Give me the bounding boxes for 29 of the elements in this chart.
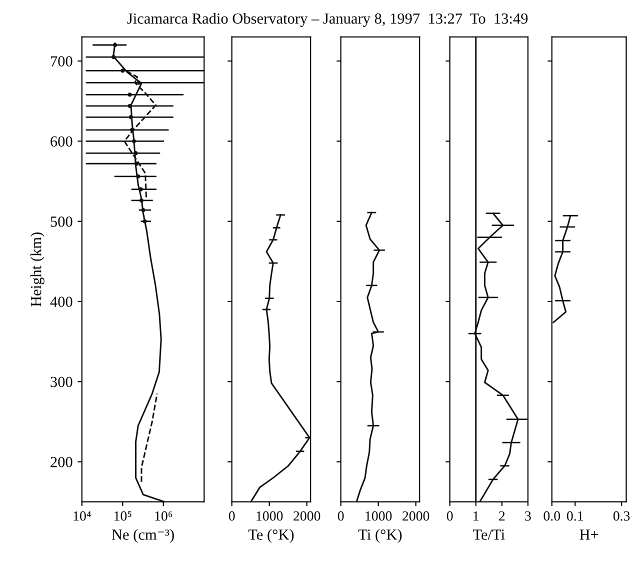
x-tick-label: 0.1 — [566, 511, 583, 521]
x-tick-label: 10⁵ — [114, 511, 132, 521]
y-axis-title: Height (km) — [30, 232, 44, 307]
x-tick-label: 2000 — [402, 511, 430, 521]
x-axis-title: Ti (°K) — [358, 529, 402, 543]
x-axis-title: Te/Ti — [472, 530, 505, 540]
x-tick-label: 10⁴ — [74, 511, 91, 521]
x-tick-label: 2000 — [294, 511, 320, 521]
y-tick-label: 300 — [50, 376, 72, 388]
x-axis-title: Te (°K) — [248, 529, 294, 543]
x-tick-label: 1000 — [256, 511, 283, 521]
x-tick-label: 2 — [499, 511, 505, 521]
y-tick-label: 200 — [50, 456, 72, 468]
y-tick-label: 500 — [50, 216, 72, 227]
x-tick-label: 0 — [446, 511, 453, 521]
x-tick-label: 3 — [525, 511, 531, 521]
x-tick-label: 0 — [338, 511, 344, 521]
y-tick-label: 700 — [50, 56, 72, 66]
x-axis-title: H+ — [580, 530, 598, 540]
x-tick-label: 1000 — [366, 511, 392, 521]
x-tick-label: 10⁶ — [155, 511, 172, 521]
x-tick-label: 1 — [474, 511, 478, 521]
x-tick-label: 0.3 — [613, 511, 630, 521]
x-axis-title: Ne (cm⁻³) — [112, 529, 174, 543]
x-tick-label: 0 — [228, 511, 235, 521]
y-tick-label: 600 — [50, 136, 72, 147]
text: Jicamarca Radio Observatory – January 8, 1997 13:27 To 13:49 — [127, 12, 528, 27]
x-tick-label: 0.0 — [544, 511, 560, 521]
y-tick-label: 400 — [50, 296, 72, 307]
